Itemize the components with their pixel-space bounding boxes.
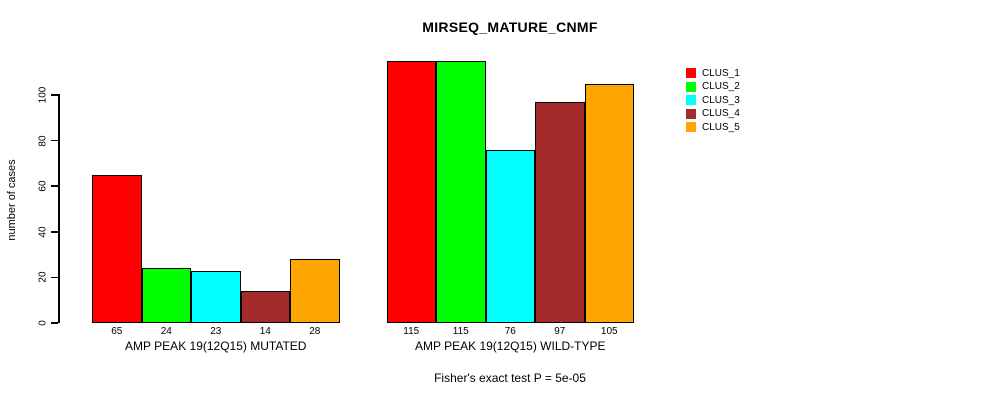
legend-label: CLUS_3 <box>702 94 740 106</box>
bar-value-label: 105 <box>600 326 618 337</box>
bar-value-label: 14 <box>259 326 271 337</box>
bar-clus_5-group1 <box>290 259 340 323</box>
category-label: AMP PEAK 19(12Q15) WILD-TYPE <box>414 339 606 353</box>
y-tick-label: 40 <box>37 226 49 238</box>
legend-label: CLUS_4 <box>702 108 740 119</box>
legend-swatch-clus_3 <box>686 95 696 105</box>
y-axis-label: number of cases <box>6 159 18 241</box>
bar-clus_3-group1 <box>191 270 241 323</box>
bar-value-label: 65 <box>111 326 123 337</box>
bar-clus_1-group2 <box>386 60 436 323</box>
bar-value-label: 97 <box>554 326 566 337</box>
y-tick-mark <box>51 276 58 279</box>
legend-swatch-clus_2 <box>686 81 696 92</box>
y-tick-mark <box>51 322 58 324</box>
fisher-test-annotation: Fisher's exact test P = 5e-05 <box>434 371 586 385</box>
legend-label: CLUS_2 <box>702 81 740 92</box>
bar-clus_2-group2 <box>436 60 486 323</box>
y-tick-label: 0 <box>37 320 49 326</box>
y-tick-label: 60 <box>37 180 49 192</box>
y-tick-label: 20 <box>37 271 49 283</box>
legend-item: CLUS_3 <box>686 94 740 106</box>
y-tick-mark <box>51 139 58 142</box>
legend-item: CLUS_1 <box>686 67 740 79</box>
bar-value-label: 115 <box>452 326 469 337</box>
y-axis <box>58 94 60 323</box>
y-tick-label: 100 <box>37 86 49 104</box>
bar-clus_2-group1 <box>141 268 191 323</box>
bar-clus_4-group2 <box>535 101 585 323</box>
bar-value-label: 23 <box>210 326 222 337</box>
bar-clus_1-group1 <box>92 174 142 323</box>
legend-label: CLUS_1 <box>702 67 740 79</box>
bar-clus_4-group1 <box>240 291 290 323</box>
y-tick-mark <box>51 185 58 187</box>
legend-item: CLUS_5 <box>686 121 740 133</box>
legend-item: CLUS_4 <box>686 108 740 120</box>
legend-swatch-clus_1 <box>686 68 696 78</box>
y-tick-mark <box>51 231 58 233</box>
bar-value-label: 28 <box>309 326 321 337</box>
bar-value-label: 24 <box>160 326 172 337</box>
legend-swatch-clus_5 <box>686 122 696 132</box>
bar-clus_3-group2 <box>485 149 535 323</box>
bar-clus_5-group2 <box>584 83 634 323</box>
y-tick-label: 80 <box>37 135 49 147</box>
y-tick-mark <box>51 94 58 96</box>
chart-title: MIRSEQ_MATURE_CNMF <box>422 19 598 35</box>
legend-label: CLUS_5 <box>702 121 740 133</box>
category-label: AMP PEAK 19(12Q15) MUTATED <box>125 339 307 353</box>
legend-item: CLUS_2 <box>686 81 740 93</box>
bar-value-label: 76 <box>504 326 516 337</box>
legend-swatch-clus_4 <box>686 108 696 119</box>
bar-value-label: 115 <box>403 326 420 337</box>
